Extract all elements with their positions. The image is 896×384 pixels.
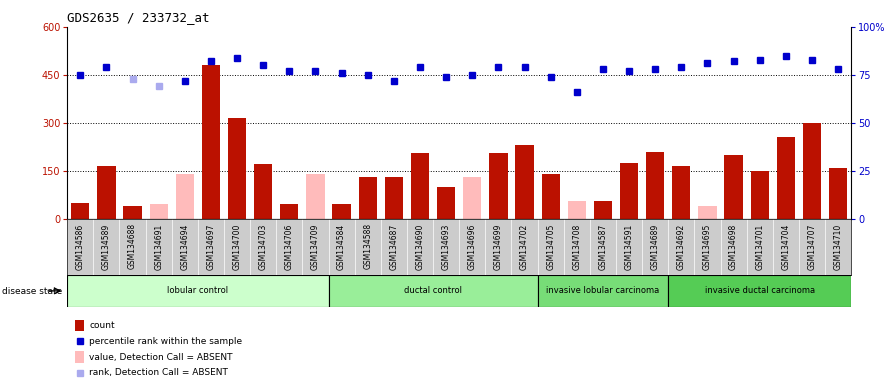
Bar — [594, 201, 612, 219]
Text: GSM134706: GSM134706 — [285, 223, 294, 270]
Bar — [698, 206, 717, 219]
Text: rank, Detection Call = ABSENT: rank, Detection Call = ABSENT — [89, 368, 228, 377]
Text: GSM134587: GSM134587 — [599, 223, 607, 270]
Text: GSM134696: GSM134696 — [468, 223, 477, 270]
Text: GSM134704: GSM134704 — [781, 223, 790, 270]
Bar — [150, 204, 168, 219]
Bar — [71, 203, 90, 219]
Text: GSM134709: GSM134709 — [311, 223, 320, 270]
Text: percentile rank within the sample: percentile rank within the sample — [89, 337, 242, 346]
Text: ductal control: ductal control — [404, 286, 462, 295]
Text: GSM134701: GSM134701 — [755, 223, 764, 270]
Text: value, Detection Call = ABSENT: value, Detection Call = ABSENT — [89, 353, 233, 361]
Bar — [280, 204, 298, 219]
Text: GSM134687: GSM134687 — [390, 223, 399, 270]
Text: GSM134703: GSM134703 — [259, 223, 268, 270]
Bar — [463, 177, 481, 219]
Bar — [541, 174, 560, 219]
Bar — [725, 155, 743, 219]
Bar — [202, 65, 220, 219]
Text: GSM134690: GSM134690 — [416, 223, 425, 270]
Bar — [668, 275, 851, 307]
Bar — [515, 145, 534, 219]
Text: GSM134697: GSM134697 — [206, 223, 215, 270]
Text: GSM134710: GSM134710 — [833, 223, 842, 270]
Bar — [803, 123, 821, 219]
Text: GSM134688: GSM134688 — [128, 223, 137, 270]
Bar — [437, 187, 455, 219]
Bar — [75, 320, 84, 331]
Text: GDS2635 / 233732_at: GDS2635 / 233732_at — [67, 11, 210, 24]
Bar — [411, 153, 429, 219]
Text: GSM134689: GSM134689 — [650, 223, 659, 270]
Bar — [538, 275, 668, 307]
Text: GSM134591: GSM134591 — [625, 223, 633, 270]
Bar — [67, 275, 329, 307]
Bar — [306, 174, 324, 219]
Bar — [777, 137, 795, 219]
Bar — [672, 166, 691, 219]
Text: GSM134694: GSM134694 — [180, 223, 189, 270]
Text: disease state: disease state — [2, 286, 62, 296]
Text: GSM134700: GSM134700 — [233, 223, 242, 270]
Text: GSM134693: GSM134693 — [442, 223, 451, 270]
Text: GSM134708: GSM134708 — [573, 223, 582, 270]
Bar — [646, 152, 664, 219]
Text: count: count — [89, 321, 115, 330]
Bar — [228, 118, 246, 219]
Text: GSM134589: GSM134589 — [102, 223, 111, 270]
Text: invasive lobular carcinoma: invasive lobular carcinoma — [547, 286, 659, 295]
Bar — [332, 204, 350, 219]
Bar — [329, 275, 538, 307]
Bar — [384, 177, 403, 219]
Text: GSM134584: GSM134584 — [337, 223, 346, 270]
Text: GSM134692: GSM134692 — [676, 223, 685, 270]
Text: invasive ductal carcinoma: invasive ductal carcinoma — [704, 286, 814, 295]
Bar — [489, 153, 507, 219]
Bar — [751, 171, 769, 219]
Text: GSM134699: GSM134699 — [494, 223, 503, 270]
Bar — [620, 163, 638, 219]
Text: GSM134698: GSM134698 — [729, 223, 738, 270]
Text: GSM134705: GSM134705 — [547, 223, 556, 270]
Bar — [829, 168, 848, 219]
Text: GSM134695: GSM134695 — [703, 223, 712, 270]
Bar — [568, 201, 586, 219]
Bar — [254, 164, 272, 219]
Text: GSM134586: GSM134586 — [76, 223, 85, 270]
Bar — [75, 351, 84, 362]
Text: GSM134691: GSM134691 — [154, 223, 163, 270]
Bar — [124, 206, 142, 219]
Text: GSM134702: GSM134702 — [520, 223, 529, 270]
Bar — [176, 174, 194, 219]
Text: lobular control: lobular control — [168, 286, 228, 295]
Bar — [98, 166, 116, 219]
Text: GSM134588: GSM134588 — [363, 223, 372, 270]
Bar — [358, 177, 377, 219]
Text: GSM134707: GSM134707 — [807, 223, 816, 270]
